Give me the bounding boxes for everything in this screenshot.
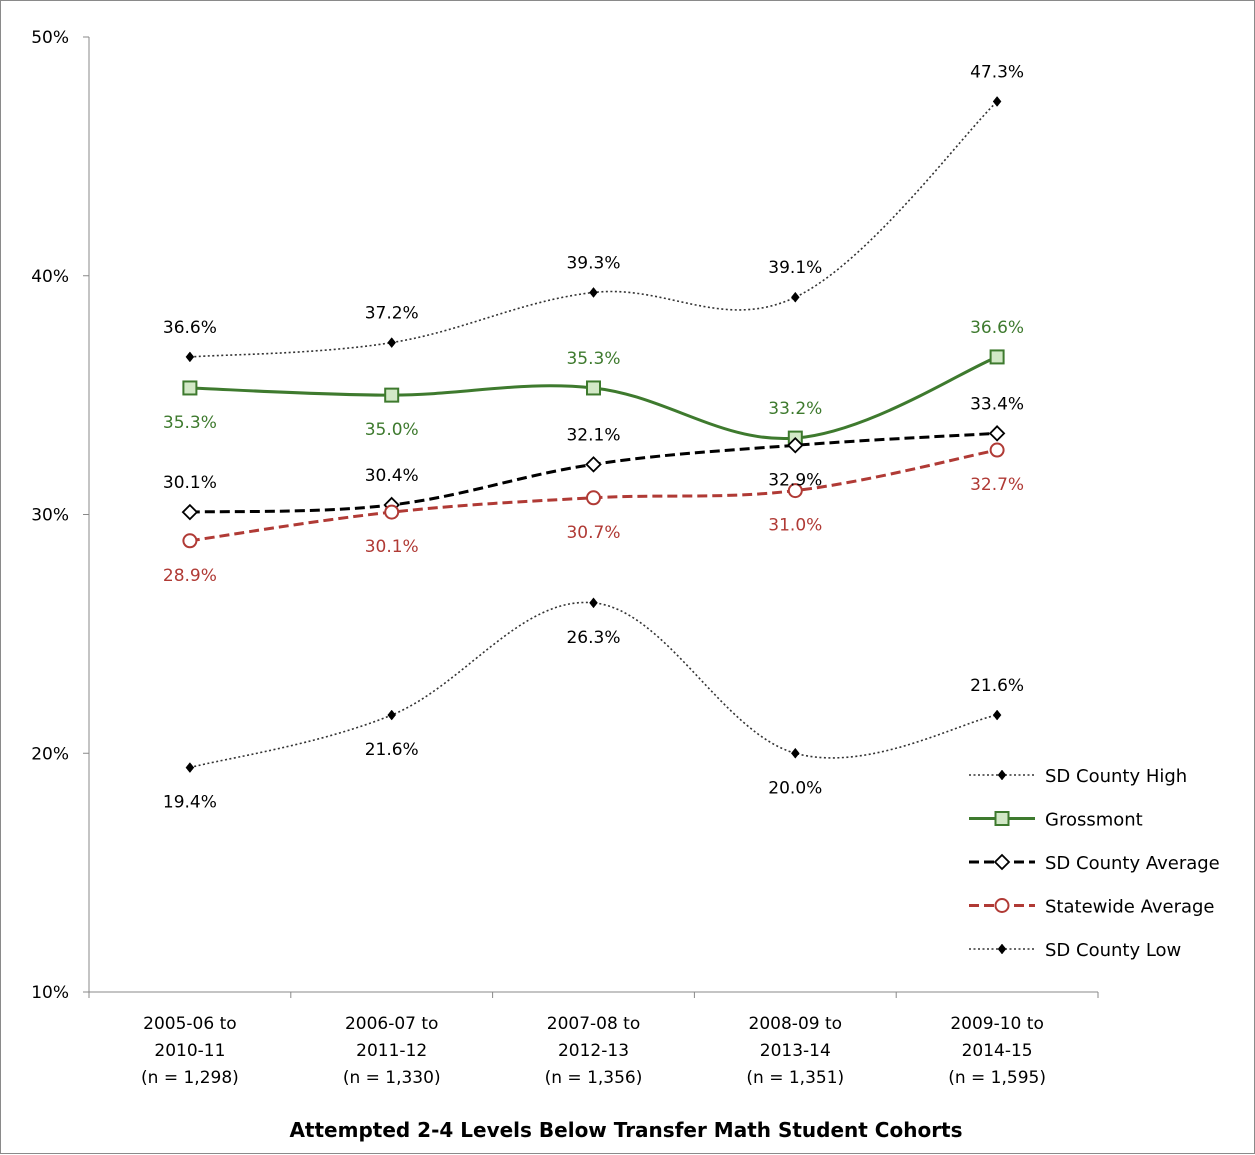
legend-marker — [994, 898, 1010, 913]
x-tick-label: 2006-07 to 2011-12 (n = 1,330) — [343, 1014, 441, 1088]
legend-label: Statewide Average — [1045, 897, 1215, 918]
series-line-sd-county-high — [189, 100, 998, 358]
data-point-statewide-average — [384, 504, 400, 520]
legend: SD County High Grossmont SD County Average… — [969, 766, 1220, 961]
data-point-sd-county-low — [589, 597, 598, 609]
data-point-sd-county-high — [790, 291, 800, 303]
data-label-grossmont: 35.3% — [163, 413, 217, 433]
x-tick-label: 2005-06 to 2010-11 (n = 1,298) — [141, 1014, 239, 1088]
data-point-sd-county-low — [185, 762, 195, 773]
data-point-sd-county-average — [585, 456, 602, 473]
data-point-sd-county-high — [589, 287, 598, 298]
data-label-sd-county-average: 33.4% — [970, 394, 1024, 414]
data-point-grossmont — [586, 380, 601, 396]
data-point-sd-county-high — [992, 96, 1002, 107]
data-point-statewide-average — [182, 533, 198, 549]
data-point-sd-county-high — [185, 351, 195, 363]
data-label-grossmont: 36.6% — [970, 318, 1024, 338]
legend-marker — [997, 943, 1007, 955]
legend-label: SD County Low — [1045, 940, 1181, 961]
data-point-sd-county-average — [787, 436, 804, 454]
legend-label: SD County Average — [1045, 853, 1220, 874]
legend-marker — [993, 853, 1011, 871]
data-label-sd-county-low: 26.3% — [566, 628, 620, 648]
data-label-grossmont: 35.3% — [566, 349, 620, 369]
series-sd-county-low — [185, 597, 1002, 773]
data-point-statewide-average — [787, 483, 803, 499]
data-point-sd-county-low — [992, 709, 1002, 721]
data-label-sd-county-low: 21.6% — [365, 740, 419, 760]
data-label-grossmont: 33.2% — [768, 399, 822, 419]
data-label-sd-county-high: 36.6% — [163, 318, 217, 338]
y-tick-label: 10% — [31, 983, 69, 1003]
y-tick-label: 40% — [31, 267, 69, 287]
legend-item-sd-county-average: SD County Average — [969, 853, 1220, 874]
data-point-sd-county-low — [387, 709, 397, 721]
data-point-statewide-average — [989, 442, 1005, 458]
data-label-sd-county-average: 30.4% — [365, 466, 419, 486]
legend-item-statewide-average: Statewide Average — [969, 897, 1215, 918]
data-point-sd-county-high — [387, 337, 397, 349]
series-sd-county-high — [185, 96, 1002, 363]
data-point-grossmont — [384, 387, 400, 403]
data-label-sd-county-high: 39.1% — [768, 258, 822, 278]
legend-marker — [997, 769, 1007, 781]
series-statewide-average — [182, 442, 1005, 549]
data-label-sd-county-average: 32.1% — [566, 425, 620, 445]
data-label-grossmont: 35.0% — [365, 420, 419, 440]
legend-item-sd-county-low: SD County Low — [969, 940, 1181, 961]
data-label-statewide-average: 30.1% — [365, 537, 419, 557]
data-label-sd-county-low: 21.6% — [970, 676, 1024, 696]
data-label-sd-county-average: 30.1% — [163, 473, 217, 493]
legend-item-grossmont: Grossmont — [969, 810, 1143, 831]
x-tick-label: 2007-08 to 2012-13 (n = 1,356) — [545, 1014, 643, 1088]
data-label-sd-county-low: 19.4% — [163, 793, 217, 813]
data-label-sd-county-high: 47.3% — [970, 62, 1024, 82]
data-point-grossmont — [989, 349, 1005, 365]
y-tick-label: 20% — [31, 744, 69, 764]
legend-label: Grossmont — [1045, 810, 1143, 831]
axes: 10% 20% 30% 40% 50% 2005-06 to 2010-11 (n = 1,2… — [31, 28, 1099, 1088]
data-label-statewide-average: 28.9% — [163, 566, 217, 586]
data-label-sd-county-average: 32.9% — [768, 470, 822, 490]
data-label-statewide-average: 30.7% — [566, 523, 620, 543]
data-label-sd-county-low: 20.0% — [768, 778, 822, 798]
data-label-statewide-average: 31.0% — [768, 516, 822, 536]
data-label-sd-county-high: 37.2% — [365, 304, 419, 324]
data-point-sd-county-average — [988, 425, 1006, 442]
legend-item-sd-county-high: SD County High — [969, 766, 1187, 787]
y-tick-label: 30% — [31, 506, 69, 526]
data-label-statewide-average: 32.7% — [970, 475, 1024, 495]
legend-marker — [994, 811, 1010, 826]
data-labels: 36.6% 37.2% 39.3% 39.1% 47.3% 35.3% 35.0% 35.3%… — [163, 62, 1024, 812]
y-tick-label: 50% — [31, 28, 69, 48]
legend-label: SD County High — [1045, 766, 1187, 787]
series-layer — [181, 96, 1006, 773]
series-line-sd-county-low — [189, 601, 998, 769]
data-label-sd-county-high: 39.3% — [566, 253, 620, 273]
x-tick-label: 2008-09 to 2013-14 (n = 1,351) — [746, 1014, 844, 1088]
data-point-statewide-average — [586, 490, 601, 506]
x-tick-label: 2009-10 to 2014-15 (n = 1,595) — [948, 1014, 1046, 1088]
data-point-grossmont — [182, 380, 198, 396]
x-axis-title: Attempted 2-4 Levels Below Transfer Math… — [289, 1118, 962, 1142]
data-point-sd-county-average — [181, 503, 199, 521]
data-point-sd-county-low — [790, 747, 800, 759]
